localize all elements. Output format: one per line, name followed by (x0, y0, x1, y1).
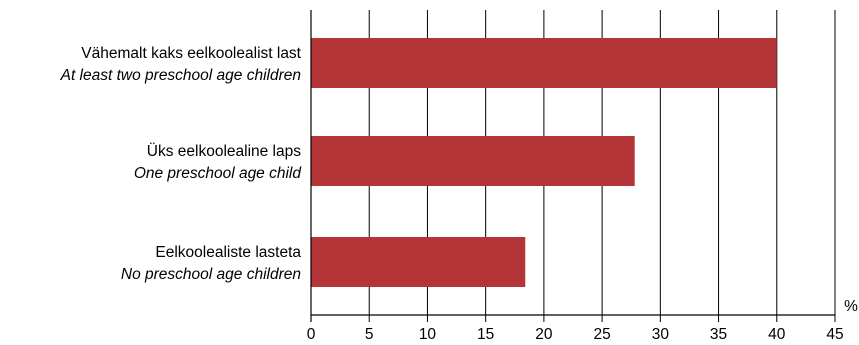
bar-0 (311, 38, 777, 88)
category-label-et-1: Üks eelkoolealine laps (147, 142, 301, 160)
x-tick-labels: 0 5 10 15 20 25 30 35 40 45 (307, 326, 844, 343)
x-axis-unit-label: % (844, 298, 858, 315)
x-tick-label-0: 0 (307, 326, 316, 343)
category-label-en-0: At least two preschool age children (60, 67, 301, 84)
category-label-et-0: Vähemalt kaks eelkoolealist last (81, 45, 301, 62)
category-label-et-2: Eelkoolealiste lasteta (155, 244, 301, 261)
x-tick-label-5: 5 (365, 326, 374, 343)
category-label-en-2: No preschool age children (121, 266, 301, 283)
x-tick-label-10: 10 (419, 326, 437, 343)
x-tick-label-40: 40 (768, 326, 786, 343)
x-tick-label-35: 35 (710, 326, 727, 343)
bar-2 (311, 237, 526, 287)
x-tick-label-15: 15 (477, 326, 494, 343)
category-label-en-1: One preschool age child (134, 165, 303, 182)
x-tick-label-20: 20 (535, 326, 553, 343)
x-tick-label-45: 45 (826, 326, 843, 343)
x-axis (310, 10, 836, 322)
bars (311, 38, 777, 287)
x-tick-label-30: 30 (652, 326, 670, 343)
category-labels: Vähemalt kaks eelkoolealist last At least… (60, 45, 303, 283)
bar-1 (311, 136, 635, 186)
x-tick-label-25: 25 (593, 326, 610, 343)
